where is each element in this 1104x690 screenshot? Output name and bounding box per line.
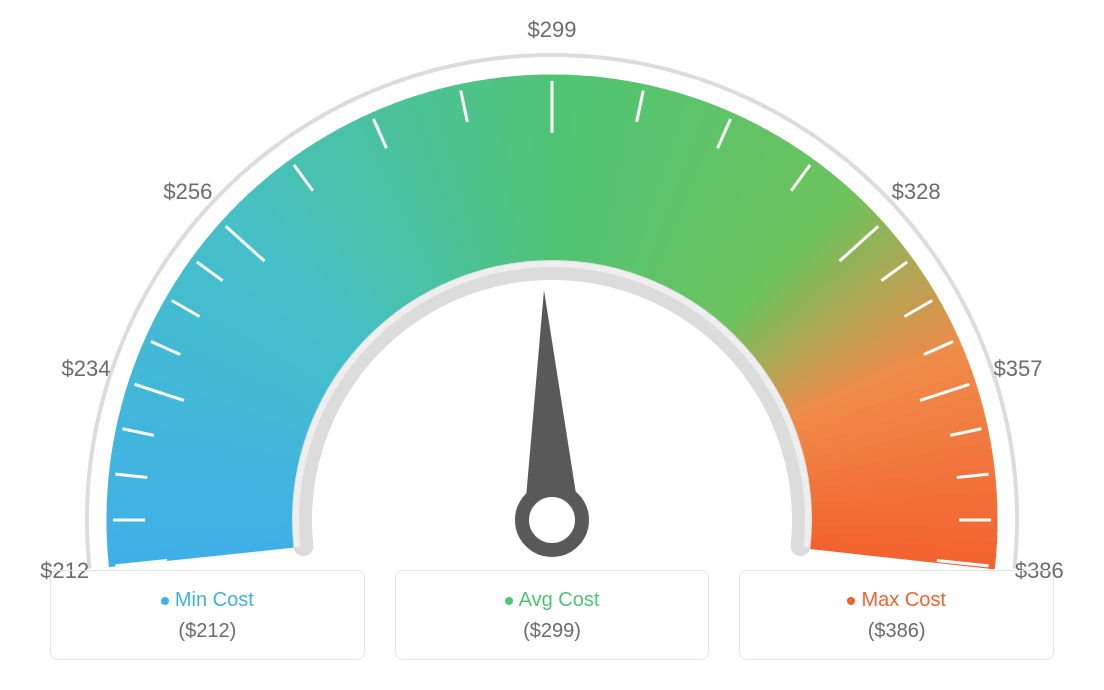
legend-dot-avg [505,597,513,605]
gauge-tick-label: $234 [61,356,110,382]
legend-value-avg: ($299) [406,620,699,643]
gauge-tick-label: $357 [994,356,1043,382]
legend-card-avg: Avg Cost ($299) [395,570,710,660]
legend-value-min: ($212) [61,620,354,643]
legend-head-avg: Avg Cost [505,589,600,612]
legend-head-max: Max Cost [847,589,945,612]
gauge-svg [0,10,1104,570]
legend-dot-min [161,597,169,605]
legend-label-min: Min Cost [175,589,254,612]
legend-label-avg: Avg Cost [519,589,600,612]
gauge-tick-label: $299 [528,17,577,43]
gauge-tick-label: $256 [163,179,212,205]
gauge-tick-label: $328 [892,179,941,205]
legend-dot-max [847,597,855,605]
legend-row: Min Cost ($212) Avg Cost ($299) Max Cost… [50,570,1054,660]
legend-card-min: Min Cost ($212) [50,570,365,660]
legend-head-min: Min Cost [161,589,254,612]
gauge-chart: $212$234$256$299$328$357$386 [0,0,1104,560]
legend-card-max: Max Cost ($386) [739,570,1054,660]
legend-label-max: Max Cost [861,589,945,612]
legend-value-max: ($386) [750,620,1043,643]
